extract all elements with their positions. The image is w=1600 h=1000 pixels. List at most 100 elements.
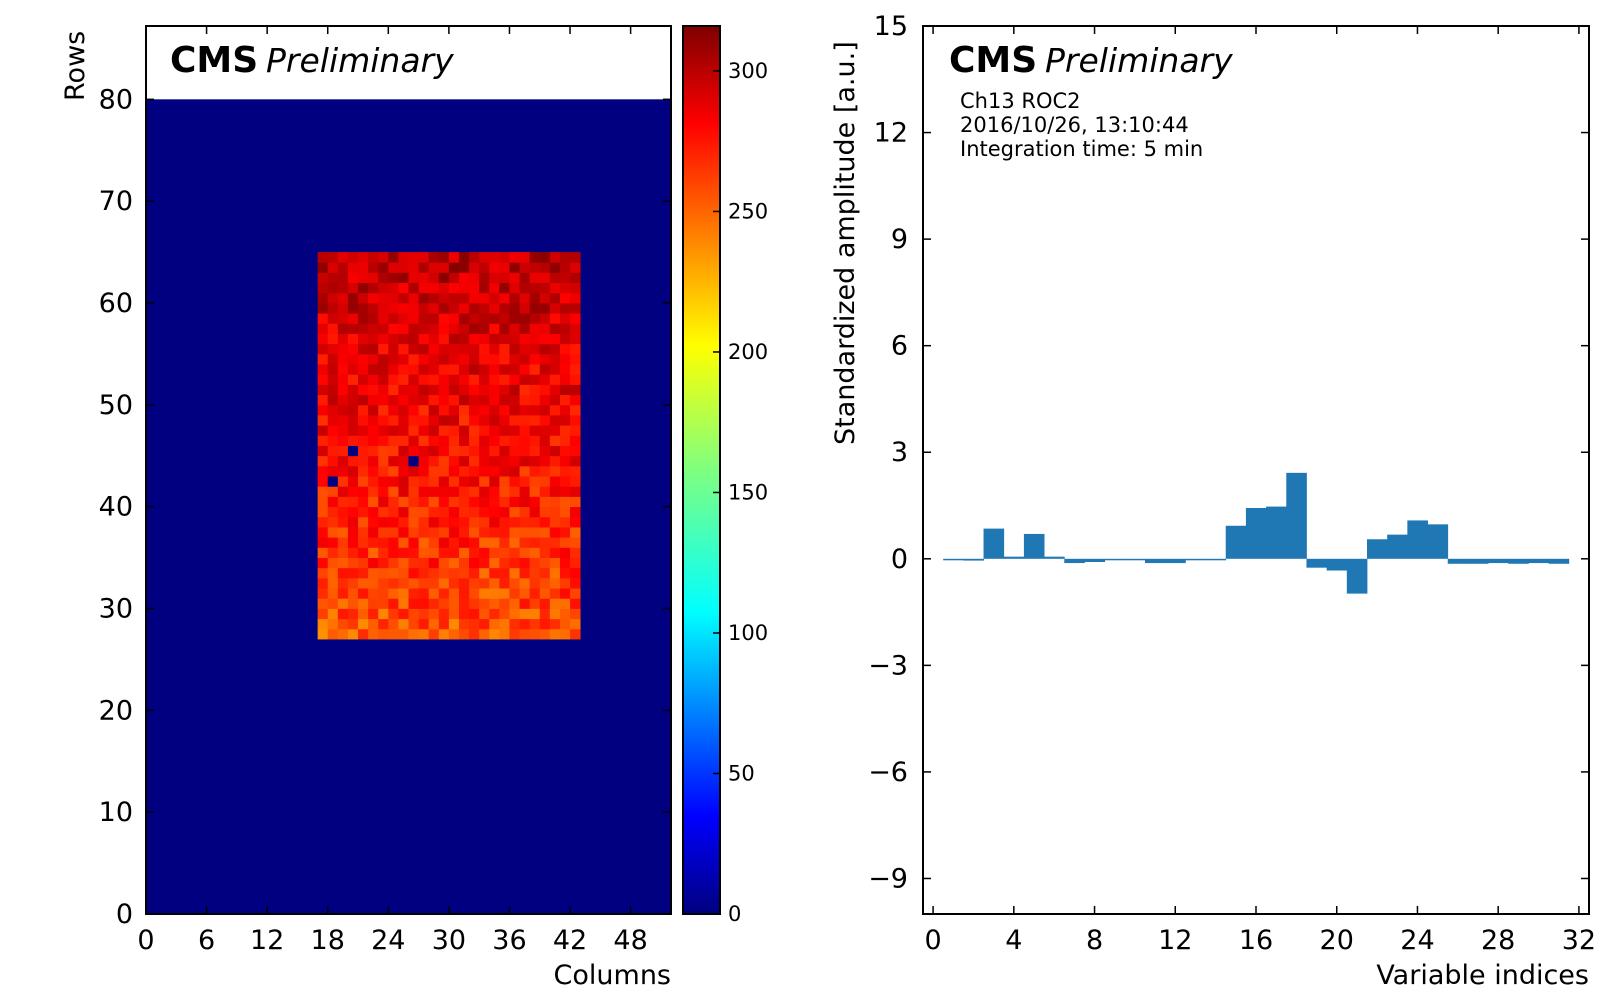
heatmap-cell [408,282,419,294]
heatmap-cell [519,435,531,446]
heatmap-y-tick-label: 0 [116,899,133,930]
heatmap-cell [489,445,500,457]
heatmap-cell [529,547,541,558]
heatmap-cell [570,343,581,355]
heatmap-cell [539,465,551,477]
heatmap-cell [337,445,349,457]
heatmap-cell [519,547,531,558]
heatmap-cell [418,415,430,426]
heatmap-cell [378,486,389,497]
heatmap-cell [358,292,369,304]
heatmap-cell [347,537,359,548]
heatmap-cell [368,374,379,385]
heatmap-cell [469,272,480,284]
heatmap-cell [529,374,541,385]
heatmap-cell [529,394,541,406]
heatmap-cell [448,465,460,477]
bar [963,558,984,561]
heatmap-cell [398,588,409,599]
heatmap-cell [438,455,450,467]
heatmap-cell [559,557,571,569]
heatmap-cell [408,577,419,589]
heatmap-cell [428,364,440,375]
heatmap-cell [418,353,430,365]
heatmap-cell [509,618,520,630]
heatmap-cell [317,527,329,538]
heatmap-cell [398,628,409,640]
bar-x-tick-label: 24 [1400,925,1434,956]
heatmap-cell [489,262,500,273]
heatmap-cell [368,425,379,436]
heatmap-cell [327,506,339,518]
heatmap-cell [509,262,520,273]
heatmap-cell [559,282,571,294]
heatmap-cell [570,313,581,324]
heatmap-cell [549,476,561,487]
heatmap-cell [438,628,450,640]
heatmap-cell [499,598,510,609]
heatmap-cell [347,445,359,457]
heatmap-cell [499,527,510,538]
heatmap-cell [509,557,520,569]
heatmap-cell [448,323,460,334]
heatmap-cell [519,496,531,508]
heatmap-cell [469,262,480,273]
heatmap-cell [489,537,500,548]
heatmap-cell [398,425,409,436]
heatmap-cell [378,364,389,375]
heatmap-cell [358,537,369,548]
heatmap-cell [378,374,389,385]
heatmap-cell [570,567,581,579]
heatmap-cell [347,618,359,630]
heatmap-cell [529,353,541,365]
heatmap-cell [418,547,430,558]
heatmap-cell [529,252,541,263]
heatmap-cell [347,415,359,426]
heatmap-cell [549,353,561,365]
heatmap-cell [458,628,470,640]
heatmap-cell [539,323,551,334]
heatmap-cell [448,252,460,263]
heatmap-cell [337,313,349,324]
heatmap-cell [428,516,440,528]
bar-x-tick-label: 20 [1320,925,1354,956]
heatmap-cell [549,628,561,640]
heatmap-cell [438,292,450,304]
heatmap-cell [327,547,339,558]
heatmap-cell [489,364,500,375]
heatmap-cell [428,577,440,589]
heatmap-cell [408,374,419,385]
heatmap-cell [378,252,389,263]
colorbar-tick-label: 300 [728,59,768,83]
heatmap-cell [499,628,510,640]
heatmap-cell [428,262,440,273]
heatmap-cell [438,404,450,416]
heatmap-cell [368,476,379,487]
bar [1266,506,1287,559]
heatmap-cell [448,486,460,497]
heatmap-cell [559,455,571,467]
heatmap-cell [559,374,571,385]
heatmap-cell [337,272,349,284]
heatmap-cell [398,364,409,375]
heatmap-cell [479,323,490,334]
heatmap-cell [408,272,419,284]
heatmap-cell [570,486,581,497]
heatmap-cell [539,302,551,314]
heatmap-cell [388,598,399,609]
heatmap-cell [559,476,571,487]
heatmap-cell [438,384,450,396]
heatmap-cell [489,527,500,538]
heatmap-cell [448,404,460,416]
heatmap-cell [499,374,510,385]
heatmap-cell [438,272,450,284]
heatmap-cell [388,282,399,294]
heatmap-cell [570,628,581,640]
heatmap-cell [438,323,450,334]
heatmap-x-tick-label: 12 [250,925,284,956]
heatmap-cell [469,496,480,508]
heatmap-cell [347,516,359,528]
heatmap-x-tick-label: 0 [137,925,154,956]
heatmap-cell [489,618,500,630]
heatmap-cell [570,435,581,446]
